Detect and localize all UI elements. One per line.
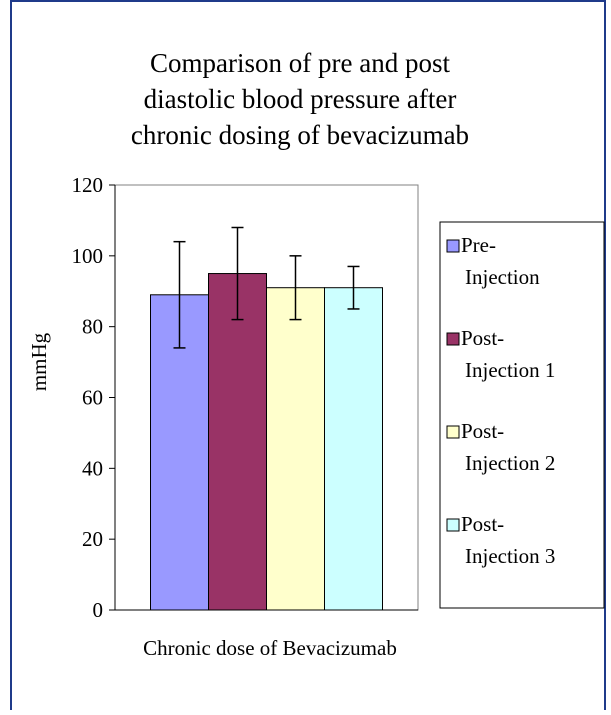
bar <box>208 273 267 611</box>
x-axis-label: Chronic dose of Bevacizumab <box>143 636 397 660</box>
chart-title-line: chronic dosing of bevacizumab <box>131 120 469 150</box>
error-bar <box>347 265 360 310</box>
legend-label: Pre-Injection <box>461 233 540 289</box>
y-tick-label: 60 <box>82 386 103 410</box>
y-tick-label: 100 <box>72 244 104 268</box>
legend-label: Post-Injection 2 <box>461 419 555 475</box>
chart-title-line: diastolic blood pressure after <box>144 84 457 114</box>
legend-swatch <box>446 239 460 253</box>
chart-title: Comparison of pre and post diastolic bloo… <box>131 48 469 150</box>
legend-label: Post-Injection 1 <box>461 326 555 382</box>
y-tick-label: 120 <box>72 173 104 197</box>
legend-swatch <box>446 332 460 346</box>
bar <box>324 287 383 611</box>
y-tick-label: 0 <box>93 598 104 622</box>
error-bar <box>173 240 186 349</box>
chart-title-line: Comparison of pre and post <box>150 48 450 78</box>
bar <box>266 287 325 611</box>
y-tick-label: 40 <box>82 456 103 480</box>
y-axis-label: mmHg <box>27 332 51 391</box>
legend-label: Post-Injection 3 <box>461 512 555 568</box>
y-tick-label: 20 <box>82 527 103 551</box>
error-bar <box>289 255 302 321</box>
legend-swatch <box>446 518 460 532</box>
legend <box>439 221 605 609</box>
error-bar <box>231 226 244 321</box>
legend-swatch <box>446 425 460 439</box>
y-tick-label: 80 <box>82 315 103 339</box>
